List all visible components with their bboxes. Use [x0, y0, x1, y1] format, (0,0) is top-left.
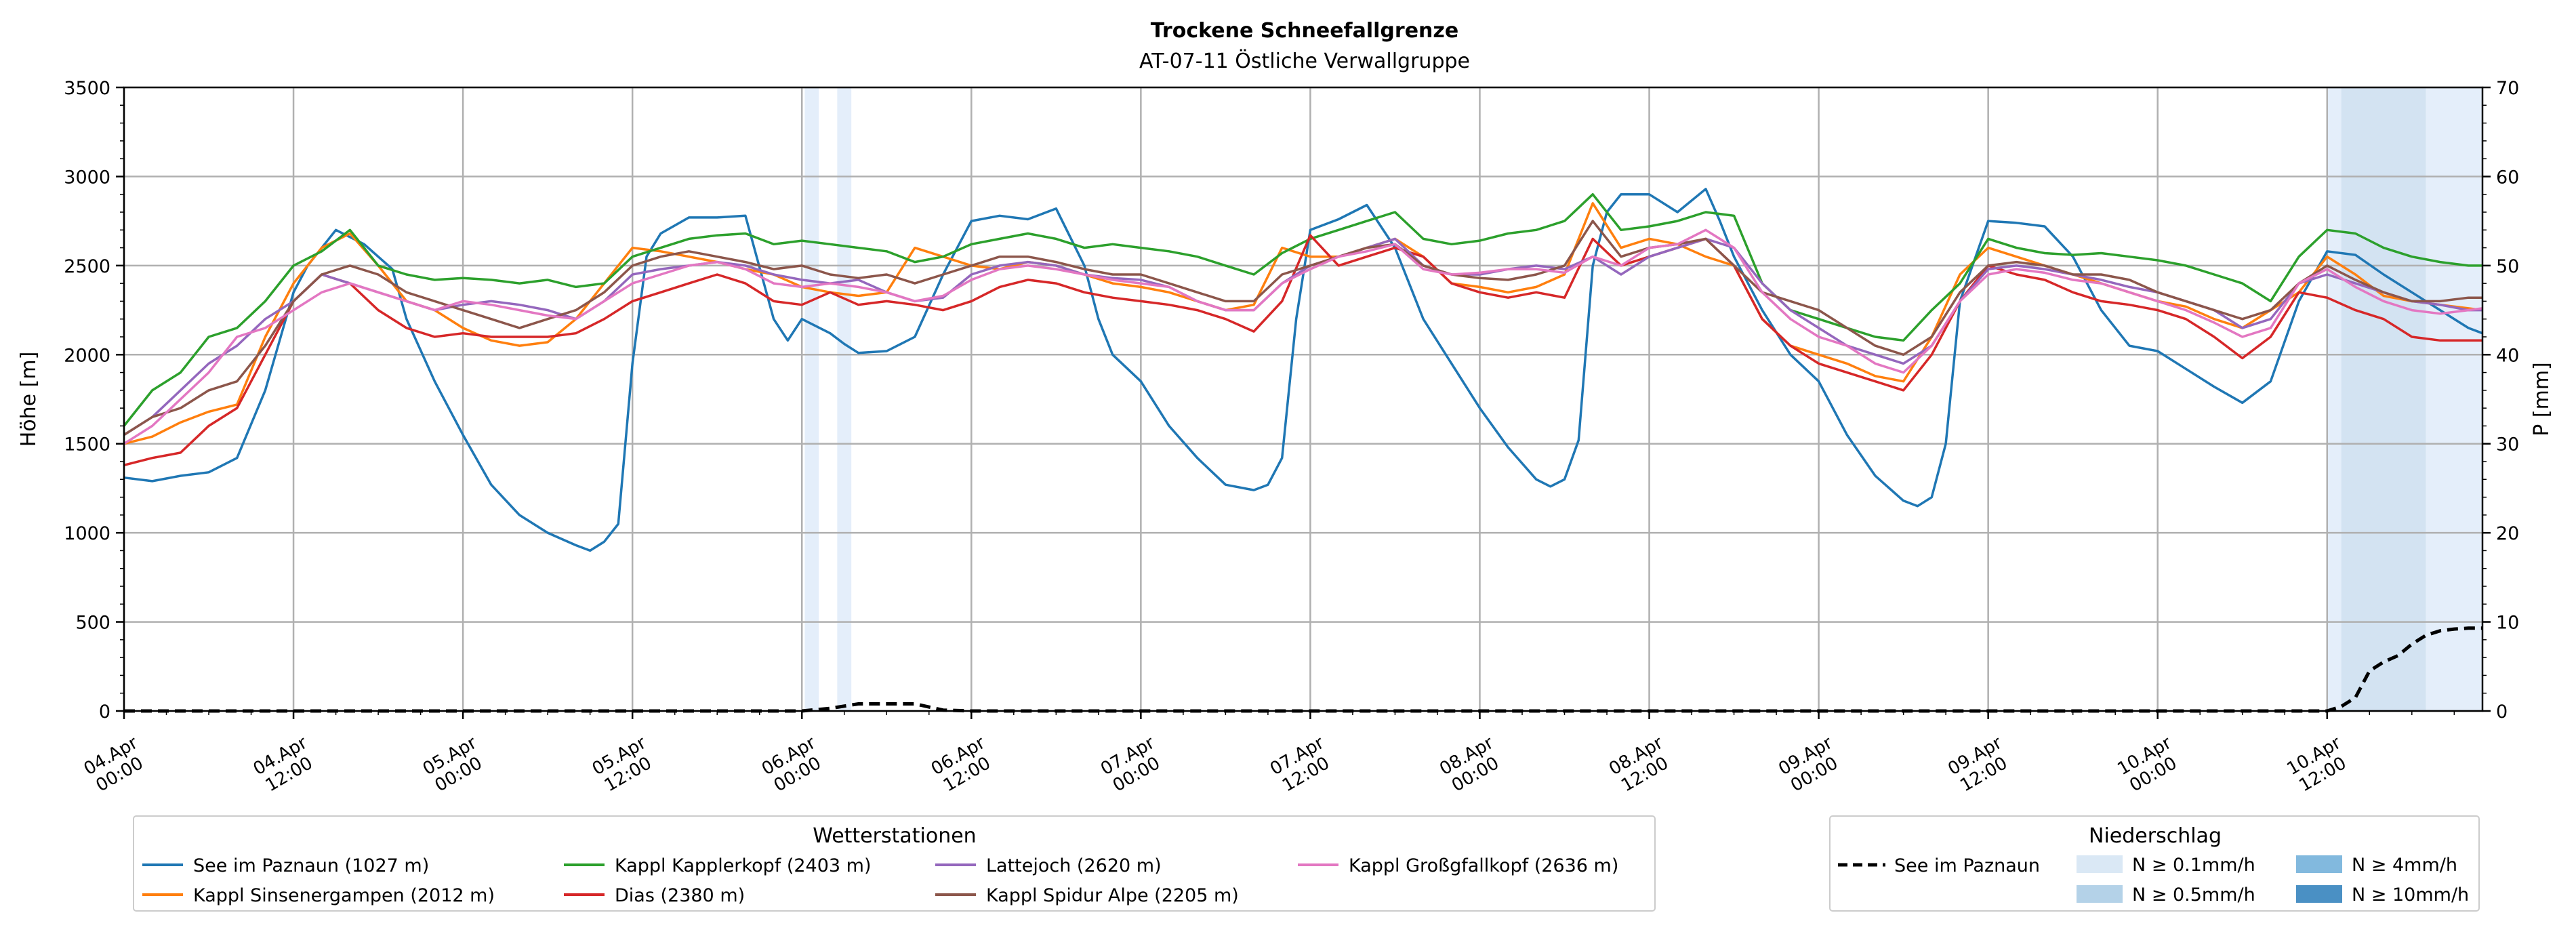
x-tick-label-3: 05.Apr12:00 — [589, 733, 660, 797]
x-tick-label-10: 09.Apr00:00 — [1775, 733, 1846, 797]
legend-station-label-5: Kappl Spidur Alpe (2205 m) — [986, 885, 1239, 906]
plot-frame — [123, 86, 2484, 712]
x-tick-label-4: 06.Apr00:00 — [758, 733, 830, 797]
precip-band-3 — [2341, 87, 2426, 711]
series-line-2 — [123, 192, 2482, 427]
legend-precip-swatch-1 — [2077, 885, 2123, 903]
x-tick-label-6: 07.Apr00:00 — [1097, 733, 1168, 797]
series-line-6 — [123, 228, 2483, 445]
series-line-5 — [123, 220, 2482, 436]
y2-tick-label-0: 0 — [2496, 701, 2508, 723]
y2-axis-label: P [mm] — [2530, 362, 2554, 436]
legend-precip-line-label: See im Paznaun — [1894, 855, 2040, 876]
x-tick-label-8: 08.Apr00:00 — [1436, 733, 1507, 797]
grid-lines — [123, 86, 2482, 712]
y-tick-label-2: 1000 — [64, 523, 110, 544]
x-tick-label-0: 04.Apr00:00 — [81, 733, 152, 797]
y-tick-label-7: 3500 — [64, 78, 110, 99]
x-tick-label-2: 05.Apr00:00 — [420, 733, 491, 797]
y-axis-label: Höhe [m] — [17, 352, 41, 447]
precip-band-1 — [837, 87, 852, 711]
legend-station-label-3: Dias (2380 m) — [615, 885, 745, 906]
y2-tick-label-7: 70 — [2496, 78, 2519, 99]
legend-precipitation: Niederschlag See im Paznaun N ≥ 0.1mm/h N… — [1829, 815, 2480, 912]
x-tick-label-13: 10.Apr12:00 — [2284, 733, 2355, 797]
legend-station-label-0: See im Paznaun (1027 m) — [193, 855, 429, 876]
chart-subtitle: AT-07-11 Östliche Verwallgruppe — [1139, 49, 1470, 73]
legend-precip-swatch-3 — [2296, 885, 2342, 903]
precip-band-4 — [2426, 87, 2482, 711]
y2-tick-label-2: 20 — [2496, 523, 2519, 544]
legend-precip-label-1: N ≥ 0.5mm/h — [2132, 884, 2255, 906]
precip-band-0 — [804, 87, 819, 711]
legend-station-label-4: Lattejoch (2620 m) — [986, 855, 1162, 876]
y-tick-label-0: 0 — [99, 701, 110, 723]
legend-stations-frame — [133, 815, 1656, 912]
precipitation-line — [124, 626, 2482, 713]
x-tick-label-5: 06.Apr12:00 — [928, 733, 999, 797]
legend-precip-title: Niederschlag — [2089, 824, 2222, 848]
y2-tick-label-3: 30 — [2496, 434, 2519, 455]
y2-tick-label-4: 40 — [2496, 345, 2519, 366]
legend-precip-label-2: N ≥ 4mm/h — [2352, 855, 2457, 876]
precip-line — [124, 626, 2482, 713]
series-line-3 — [123, 234, 2482, 466]
x-axis-ticks: 04.Apr00:00 04.Apr12:00 05.Apr00:00 05.Apr1… — [81, 711, 2455, 797]
y-tick-label-3: 1500 — [64, 434, 110, 455]
legend-stations: Wetterstationen See im Paznaun (1027 m) K… — [133, 815, 1656, 912]
x-tick-label-9: 08.Apr12:00 — [1606, 733, 1677, 797]
legend-station-label-1: Kappl Sinsenergampen (2012 m) — [193, 885, 495, 906]
legend-stations-title: Wetterstationen — [813, 824, 976, 848]
x-tick-label-11: 09.Apr12:00 — [1944, 733, 2016, 797]
series-lines — [123, 188, 2483, 552]
legend-precip-label-3: N ≥ 10mm/h — [2352, 884, 2469, 906]
precipitation-shading — [804, 87, 2482, 711]
legend-precip-label-0: N ≥ 0.1mm/h — [2132, 855, 2255, 876]
precip-band-2 — [2327, 87, 2342, 711]
y2-tick-label-5: 50 — [2496, 256, 2519, 277]
series-line-1 — [123, 202, 2483, 445]
x-tick-label-7: 07.Apr12:00 — [1267, 733, 1338, 797]
legend-precip-swatch-0 — [2077, 855, 2123, 873]
y-axis-ticks: 0 500 1000 1500 2000 2500 3000 3500 — [64, 78, 124, 723]
y2-axis-ticks: 0 10 20 30 40 50 60 70 — [2482, 78, 2519, 723]
y-tick-label-4: 2000 — [64, 345, 110, 366]
y-tick-label-1: 500 — [75, 613, 110, 634]
x-tick-label-1: 04.Apr12:00 — [250, 733, 321, 797]
legend-station-label-2: Kappl Kapplerkopf (2403 m) — [615, 855, 872, 876]
y2-tick-label-6: 60 — [2496, 167, 2519, 188]
legend-station-label-6: Kappl Großgfallkopf (2636 m) — [1349, 855, 1618, 876]
series-line-0 — [123, 188, 2483, 552]
x-tick-label-12: 10.Apr00:00 — [2114, 733, 2185, 797]
chart-title: Trockene Schneefallgrenze — [1151, 19, 1458, 43]
legend-precip-swatch-2 — [2296, 855, 2342, 873]
y2-tick-label-1: 10 — [2496, 613, 2519, 634]
y-tick-label-6: 3000 — [64, 167, 110, 188]
y-tick-label-5: 2500 — [64, 256, 110, 277]
